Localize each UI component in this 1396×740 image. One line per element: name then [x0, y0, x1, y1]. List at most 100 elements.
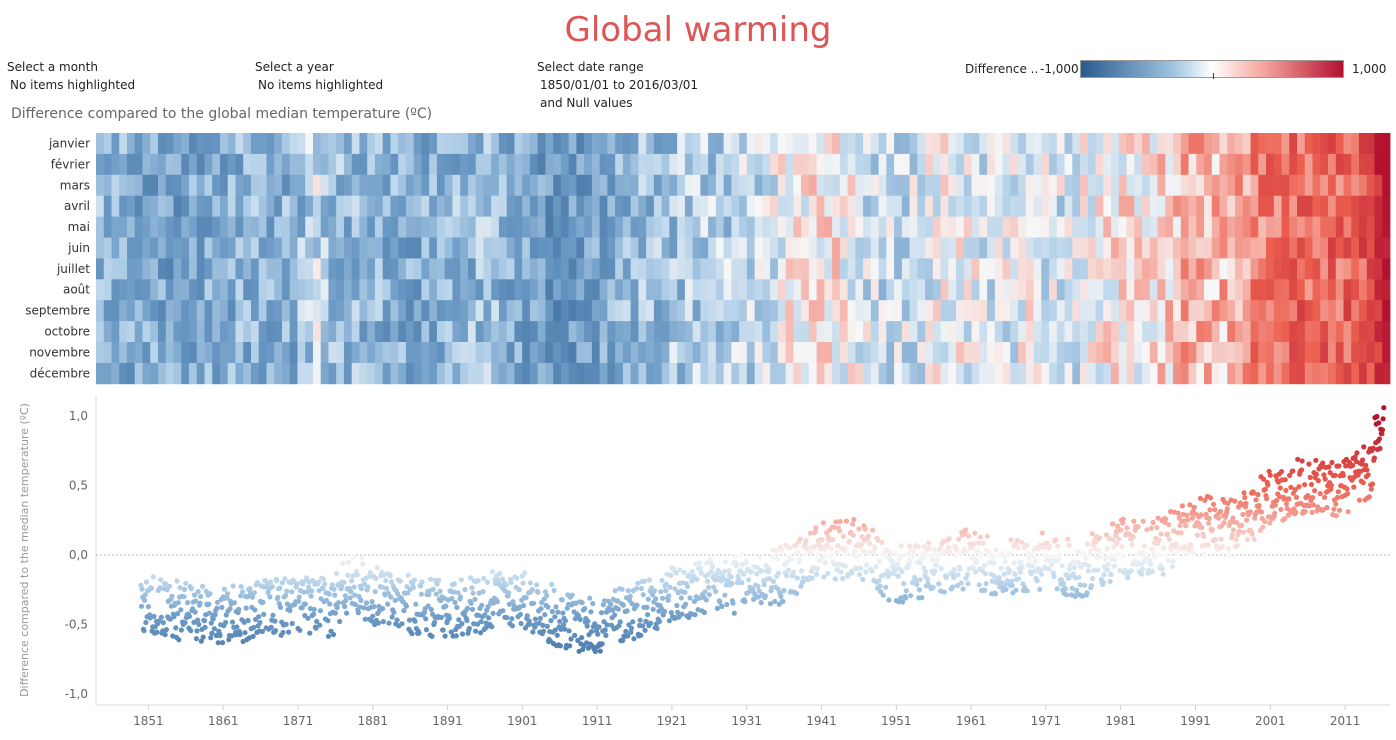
scatter-point[interactable]	[964, 571, 971, 578]
heatmap-cell[interactable]	[289, 321, 298, 343]
heatmap-cell[interactable]	[708, 300, 717, 322]
scatter-point[interactable]	[238, 593, 244, 599]
scatter-point[interactable]	[397, 578, 403, 584]
heatmap-cell[interactable]	[630, 342, 639, 364]
heatmap-cell[interactable]	[522, 237, 531, 259]
scatter-point[interactable]	[329, 582, 335, 588]
scatter-point[interactable]	[472, 596, 478, 602]
heatmap-cell[interactable]	[622, 362, 632, 385]
heatmap-cell[interactable]	[1359, 321, 1368, 343]
scatter-point[interactable]	[1332, 472, 1338, 478]
heatmap-cell[interactable]	[1258, 321, 1267, 343]
heatmap-cell[interactable]	[1095, 300, 1104, 322]
heatmap-cell[interactable]	[669, 321, 678, 343]
heatmap-cell[interactable]	[1328, 300, 1337, 322]
scatter-point[interactable]	[663, 581, 669, 587]
heatmap-cell[interactable]	[351, 300, 360, 322]
scatter-point[interactable]	[544, 623, 550, 629]
heatmap-cell[interactable]	[932, 237, 941, 259]
scatter-point[interactable]	[1083, 555, 1089, 561]
heatmap-cell[interactable]	[940, 216, 949, 238]
scatter-point[interactable]	[332, 592, 338, 598]
heatmap-cell[interactable]	[1235, 258, 1244, 280]
heatmap-cell[interactable]	[134, 195, 143, 217]
heatmap-cell[interactable]	[421, 321, 430, 343]
heatmap-cell[interactable]	[390, 133, 399, 155]
heatmap-cell[interactable]	[568, 321, 577, 343]
heatmap-cell[interactable]	[320, 153, 329, 176]
scatter-point[interactable]	[980, 540, 986, 546]
heatmap-cell[interactable]	[1080, 362, 1089, 385]
scatter-point[interactable]	[603, 632, 609, 639]
scatter-point[interactable]	[405, 590, 411, 596]
scatter-point[interactable]	[1003, 586, 1009, 593]
scatter-point[interactable]	[1336, 507, 1343, 513]
scatter-point[interactable]	[238, 584, 244, 590]
heatmap-cell[interactable]	[1204, 216, 1213, 238]
heatmap-cell[interactable]	[1180, 174, 1189, 197]
heatmap-cell[interactable]	[1204, 321, 1213, 343]
scatter-point[interactable]	[1370, 445, 1376, 451]
scatter-point[interactable]	[282, 576, 288, 582]
heatmap-cell[interactable]	[917, 279, 926, 301]
scatter-point[interactable]	[815, 551, 821, 558]
heatmap-cell[interactable]	[96, 237, 105, 259]
heatmap-cell[interactable]	[281, 216, 291, 238]
heatmap-cell[interactable]	[956, 321, 965, 343]
heatmap-cell[interactable]	[591, 321, 601, 343]
heatmap-cell[interactable]	[615, 237, 624, 259]
heatmap-cell[interactable]	[808, 216, 818, 238]
heatmap-cell[interactable]	[374, 362, 384, 385]
heatmap-cell[interactable]	[374, 342, 384, 364]
scatter-point[interactable]	[1354, 450, 1360, 456]
scatter-point[interactable]	[1360, 457, 1366, 463]
heatmap-cell[interactable]	[1049, 258, 1058, 280]
scatter-point[interactable]	[1227, 552, 1233, 558]
heatmap-cell[interactable]	[467, 153, 477, 176]
heatmap-cell[interactable]	[96, 279, 105, 301]
scatter-point[interactable]	[560, 610, 566, 616]
scatter-point[interactable]	[879, 539, 885, 546]
heatmap-cell[interactable]	[715, 300, 725, 322]
heatmap-cell[interactable]	[568, 195, 577, 217]
heatmap-cell[interactable]	[622, 216, 632, 238]
heatmap-cell[interactable]	[1111, 153, 1120, 176]
heatmap-cell[interactable]	[1242, 258, 1251, 280]
heatmap-cell[interactable]	[1010, 279, 1019, 301]
heatmap-cell[interactable]	[1227, 153, 1236, 176]
heatmap-cell[interactable]	[1126, 362, 1135, 385]
scatter-point[interactable]	[982, 571, 989, 577]
scatter-point[interactable]	[1045, 553, 1051, 559]
heatmap-cell[interactable]	[684, 342, 694, 364]
heatmap-cell[interactable]	[1227, 362, 1236, 385]
heatmap-cell[interactable]	[537, 133, 546, 155]
heatmap-cell[interactable]	[607, 237, 616, 259]
scatter-point[interactable]	[1141, 550, 1147, 556]
heatmap-cell[interactable]	[258, 258, 267, 280]
heatmap-cell[interactable]	[336, 133, 345, 155]
heatmap-cell[interactable]	[328, 133, 337, 155]
heatmap-cell[interactable]	[243, 258, 252, 280]
heatmap-cell[interactable]	[312, 258, 322, 280]
scatter-point[interactable]	[863, 569, 869, 575]
heatmap-cell[interactable]	[1064, 342, 1073, 364]
year-filter-value[interactable]: No items highlighted	[258, 78, 384, 92]
heatmap-cell[interactable]	[1359, 153, 1368, 176]
heatmap-cell[interactable]	[1134, 321, 1143, 343]
heatmap-cell[interactable]	[1227, 174, 1236, 197]
heatmap-cell[interactable]	[1149, 300, 1158, 322]
heatmap-cell[interactable]	[816, 279, 825, 301]
scatter-point[interactable]	[661, 608, 668, 615]
scatter-point[interactable]	[1199, 524, 1205, 531]
heatmap-cell[interactable]	[103, 300, 112, 322]
heatmap-cell[interactable]	[204, 342, 213, 364]
scatter-point[interactable]	[1024, 542, 1030, 549]
heatmap-cell[interactable]	[576, 279, 585, 301]
heatmap-cell[interactable]	[258, 195, 267, 217]
scatter-point[interactable]	[876, 558, 883, 565]
scatter-point[interactable]	[929, 557, 936, 563]
heatmap-cell[interactable]	[537, 174, 546, 197]
heatmap-cell[interactable]	[700, 237, 709, 259]
heatmap-cell[interactable]	[219, 133, 229, 155]
scatter-point[interactable]	[954, 583, 961, 589]
